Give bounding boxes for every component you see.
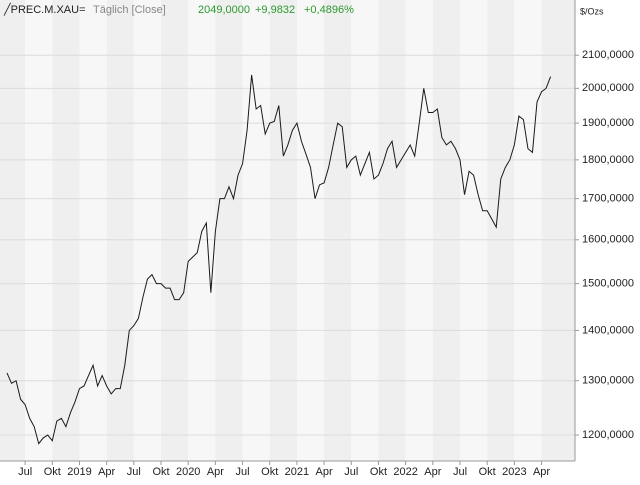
period-band: [25, 0, 53, 461]
x-tick-label: Apr: [316, 466, 333, 478]
x-tick-label: Jul: [344, 466, 358, 478]
period-band: [514, 0, 542, 461]
y-tick-label: 1600,0000: [582, 234, 634, 246]
x-tick-label: Okt: [479, 466, 496, 478]
y-tick-label: 1900,0000: [582, 117, 634, 129]
period-band: [79, 0, 107, 461]
y-tick-label: 1300,0000: [582, 375, 634, 387]
y-tick-label: 2100,0000: [582, 49, 634, 61]
period-band: [269, 0, 297, 461]
x-tick-label: Apr: [533, 466, 550, 478]
period-band: [52, 0, 80, 461]
x-tick-label: Apr: [207, 466, 224, 478]
y-tick-label: 1400,0000: [582, 324, 634, 336]
x-tick-label: Okt: [152, 466, 169, 478]
unit: $/Ozs: [580, 6, 604, 16]
period-band: [378, 0, 406, 461]
y-tick-label: 1800,0000: [582, 154, 634, 166]
x-tick-label: Jul: [18, 466, 32, 478]
x-tick-label: Apr: [98, 466, 115, 478]
y-tick-label: 1700,0000: [582, 193, 634, 205]
x-tick-label: Jul: [127, 466, 141, 478]
x-tick-label: Jul: [236, 466, 250, 478]
period-band: [432, 0, 460, 461]
symbol: ╱PREC.M.XAU=: [3, 2, 86, 16]
x-tick-label: Okt: [44, 466, 61, 478]
x-tick-label: 2022: [393, 466, 417, 478]
x-tick-label: 2019: [67, 466, 91, 478]
price-line: [6, 74, 552, 445]
x-tick-label: Okt: [370, 466, 387, 478]
period-band: [460, 0, 488, 461]
period-band: [161, 0, 189, 461]
period-band: [487, 0, 515, 461]
period-band: [351, 0, 379, 461]
period-band: [0, 0, 26, 461]
period-band: [405, 0, 433, 461]
period-band: [296, 0, 325, 461]
period-band: [242, 0, 270, 461]
x-tick-label: 2021: [285, 466, 309, 478]
period-band: [215, 0, 243, 461]
change: +9,9832: [255, 4, 295, 16]
x-tick-label: 2020: [176, 466, 200, 478]
last-value: 2049,0000: [198, 4, 250, 16]
x-tick-label: Jul: [453, 466, 467, 478]
change-percent: +0,4896%: [304, 4, 354, 16]
period-band: [541, 0, 575, 461]
x-tick-label: 2023: [502, 466, 526, 478]
y-tick-label: 1500,0000: [582, 278, 634, 290]
x-tick-label: Okt: [261, 466, 278, 478]
x-tick-label: Apr: [424, 466, 441, 478]
period-band: [106, 0, 134, 461]
period-band: [324, 0, 352, 461]
mode: Täglich [Close]: [93, 4, 166, 16]
y-tick-label: 1200,0000: [582, 429, 634, 441]
period-band: [133, 0, 162, 461]
y-tick-label: 2000,0000: [582, 82, 634, 94]
